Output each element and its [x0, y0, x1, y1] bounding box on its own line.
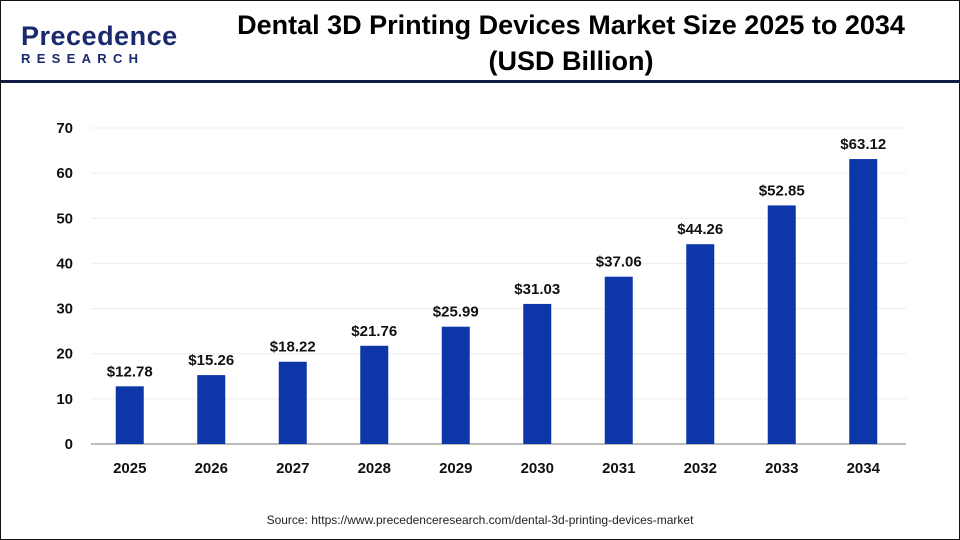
y-tick-label: 10: [56, 391, 73, 408]
data-label: $18.22: [270, 339, 316, 356]
data-label: $12.78: [107, 363, 153, 380]
x-tick-label: 2025: [113, 460, 146, 477]
header-divider: [1, 80, 959, 83]
logo-line2: RESEARCH: [21, 51, 145, 66]
chart-title: Dental 3D Printing Devices Market Size 2…: [201, 7, 941, 79]
x-tick-label: 2027: [276, 460, 309, 477]
bar: [115, 386, 144, 444]
data-label: $25.99: [433, 304, 479, 321]
data-label: $63.12: [840, 136, 886, 153]
bar: [197, 375, 226, 444]
x-tick-label: 2031: [602, 460, 635, 477]
x-tick-label: 2026: [195, 460, 228, 477]
x-tick-label: 2028: [358, 460, 391, 477]
logo: Precedence RESEARCH: [17, 21, 177, 66]
y-tick-label: 60: [56, 165, 73, 182]
y-tick-label: 20: [56, 346, 73, 363]
y-tick-label: 30: [56, 301, 73, 318]
bar: [604, 276, 633, 444]
logo-line1: Precedence: [21, 21, 178, 51]
data-label: $44.26: [677, 221, 723, 238]
y-tick-label: 50: [56, 210, 73, 227]
y-tick-label: 70: [56, 120, 73, 137]
data-label: $21.76: [351, 323, 397, 340]
data-label: $52.85: [759, 182, 805, 199]
bar: [441, 326, 470, 444]
x-tick-label: 2029: [439, 460, 472, 477]
source-text: Source: https://www.precedenceresearch.c…: [266, 513, 694, 527]
x-tick-label: 2030: [521, 460, 554, 477]
bar: [767, 205, 796, 444]
data-label: $15.26: [188, 352, 234, 369]
bar: [849, 159, 878, 444]
x-tick-label: 2032: [684, 460, 717, 477]
bar: [278, 361, 307, 444]
x-tick-label: 2033: [765, 460, 798, 477]
y-tick-label: 0: [65, 436, 73, 453]
bar: [523, 303, 552, 444]
y-tick-label: 40: [56, 255, 73, 272]
bar: [686, 244, 715, 444]
data-label: $37.06: [596, 254, 642, 271]
x-tick-label: 2034: [847, 460, 881, 477]
title-line2: (USD Billion): [488, 46, 654, 76]
bar: [360, 345, 389, 444]
title-line1: Dental 3D Printing Devices Market Size 2…: [237, 10, 905, 40]
data-label: $31.03: [514, 281, 560, 298]
